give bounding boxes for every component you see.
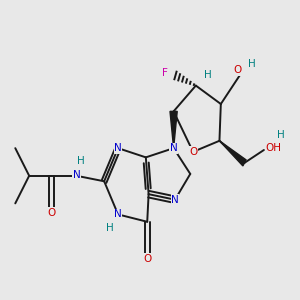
Text: O: O <box>189 147 197 157</box>
Text: O: O <box>47 208 56 218</box>
Polygon shape <box>170 111 177 148</box>
Text: N: N <box>114 143 122 153</box>
Text: N: N <box>171 195 179 205</box>
Text: O: O <box>233 65 242 75</box>
Text: N: N <box>114 209 122 219</box>
Text: H: H <box>77 156 84 166</box>
Text: OH: OH <box>265 143 281 153</box>
Text: H: H <box>106 224 114 233</box>
Text: N: N <box>170 143 178 153</box>
Polygon shape <box>219 141 246 166</box>
Text: H: H <box>248 59 256 69</box>
Text: O: O <box>143 254 151 264</box>
Text: F: F <box>162 68 167 78</box>
Text: N: N <box>73 170 80 180</box>
Text: H: H <box>205 70 212 80</box>
Text: H: H <box>277 130 285 140</box>
